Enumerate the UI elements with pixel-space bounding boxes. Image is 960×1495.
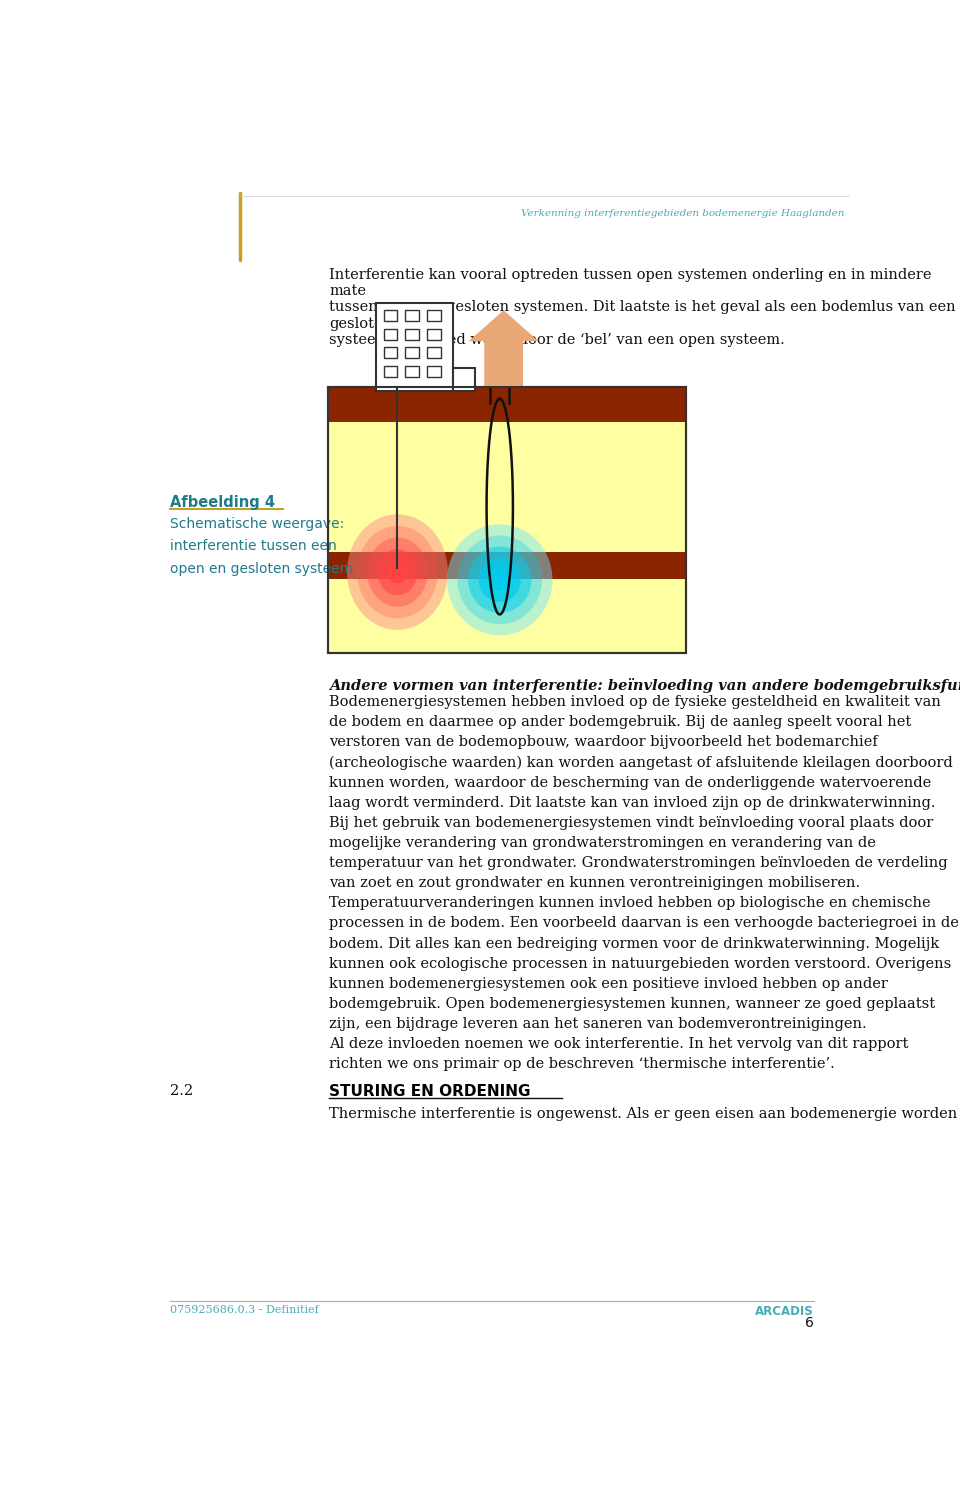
Bar (453, 368, 475, 392)
Bar (327, 387, 685, 653)
Bar (427, 311, 441, 321)
Text: Schematische weergave:
interferentie tussen een
open en gesloten systeem: Schematische weergave: interferentie tus… (170, 517, 353, 576)
Ellipse shape (348, 514, 447, 629)
Text: Verkenning interferentiegebieden bodemenergie Haaglanden: Verkenning interferentiegebieden bodemen… (521, 209, 845, 218)
Bar (383, 329, 397, 339)
Bar (427, 347, 441, 357)
Bar (375, 302, 453, 392)
Bar (383, 347, 397, 357)
Bar (405, 366, 420, 377)
Text: 075925686.0.3 - Definitief: 075925686.0.3 - Definitief (170, 1305, 319, 1316)
Ellipse shape (458, 535, 541, 623)
Ellipse shape (377, 549, 418, 595)
Text: Bodemenergiesystemen hebben invloed op de fysieke gesteldheid en kwaliteit van d: Bodemenergiesystemen hebben invloed op d… (329, 695, 959, 1070)
Text: STURING EN ORDENING: STURING EN ORDENING (329, 1084, 531, 1099)
Ellipse shape (447, 525, 552, 635)
Text: ARCADIS: ARCADIS (755, 1305, 814, 1319)
Bar (327, 387, 685, 653)
Bar (405, 311, 420, 321)
Bar (327, 387, 685, 422)
Ellipse shape (368, 537, 427, 607)
Ellipse shape (357, 526, 438, 619)
Ellipse shape (468, 547, 532, 613)
Ellipse shape (388, 561, 408, 583)
Ellipse shape (490, 568, 511, 591)
Text: 2.2: 2.2 (170, 1084, 194, 1099)
Bar (427, 366, 441, 377)
Polygon shape (468, 311, 539, 387)
Bar (383, 311, 397, 321)
Text: Thermische interferentie is ongewenst. Als er geen eisen aan bodemenergie worden: Thermische interferentie is ongewenst. A… (329, 1108, 960, 1121)
Text: 6: 6 (804, 1316, 814, 1331)
Bar (405, 329, 420, 339)
Text: Andere vormen van interferentie: beïnvloeding van andere bodemgebruiksfuncties: Andere vormen van interferentie: beïnvlo… (329, 679, 960, 694)
Ellipse shape (447, 525, 552, 635)
Text: Afbeelding 4: Afbeelding 4 (170, 495, 276, 510)
Text: Interferentie kan vooral optreden tussen open systemen onderling en in mindere m: Interferentie kan vooral optreden tussen… (329, 268, 956, 347)
Bar (427, 329, 441, 339)
Ellipse shape (479, 558, 521, 602)
Ellipse shape (348, 514, 447, 629)
Bar (383, 366, 397, 377)
Bar (405, 347, 420, 357)
Bar (327, 552, 685, 579)
